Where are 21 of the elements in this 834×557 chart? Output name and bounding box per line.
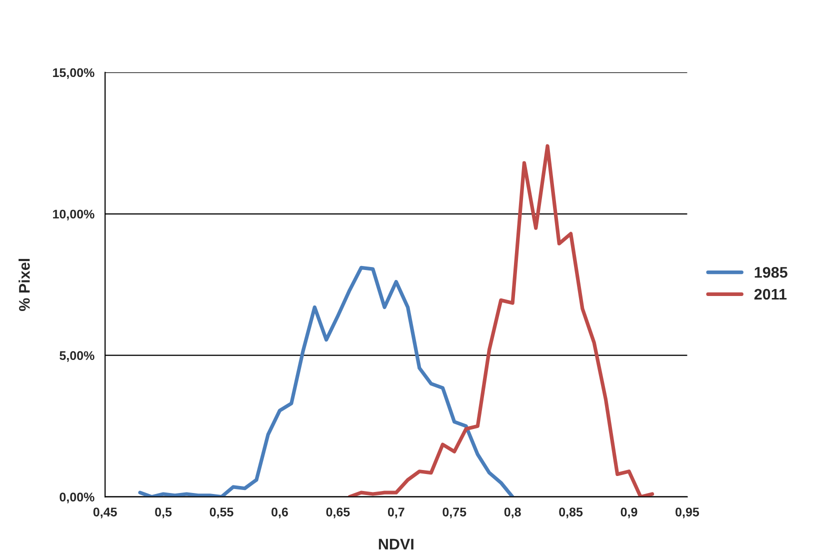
y-axis-title: % Pixel xyxy=(18,258,30,311)
x-tick-label: 0,8 xyxy=(504,508,521,518)
x-tick-label: 0,9 xyxy=(620,508,638,518)
x-tick-label: 0,7 xyxy=(388,508,404,518)
y-tick-label: 15,00% xyxy=(53,68,94,79)
x-tick-label: 0,6 xyxy=(272,508,288,518)
x-tick-label: 0,5 xyxy=(155,508,172,518)
line-series xyxy=(138,266,514,497)
x-tick-label: 0,75 xyxy=(442,508,466,518)
x-tick-label: 0,55 xyxy=(210,508,234,518)
y-tick-label: 5,00% xyxy=(60,351,94,362)
line-series xyxy=(348,144,654,497)
legend-label: 1985 xyxy=(754,266,788,278)
y-tick-label: 10,00% xyxy=(53,210,94,220)
x-axis-title: NDVI xyxy=(378,538,414,550)
x-tick-label: 0,65 xyxy=(326,508,350,518)
y-tick-label: 0,00% xyxy=(60,492,94,504)
x-tick-label: 0,85 xyxy=(559,508,583,518)
x-tick-label: 0,95 xyxy=(676,508,700,518)
legend-label: 2011 xyxy=(754,288,787,300)
x-tick-label: 0,45 xyxy=(93,508,117,518)
